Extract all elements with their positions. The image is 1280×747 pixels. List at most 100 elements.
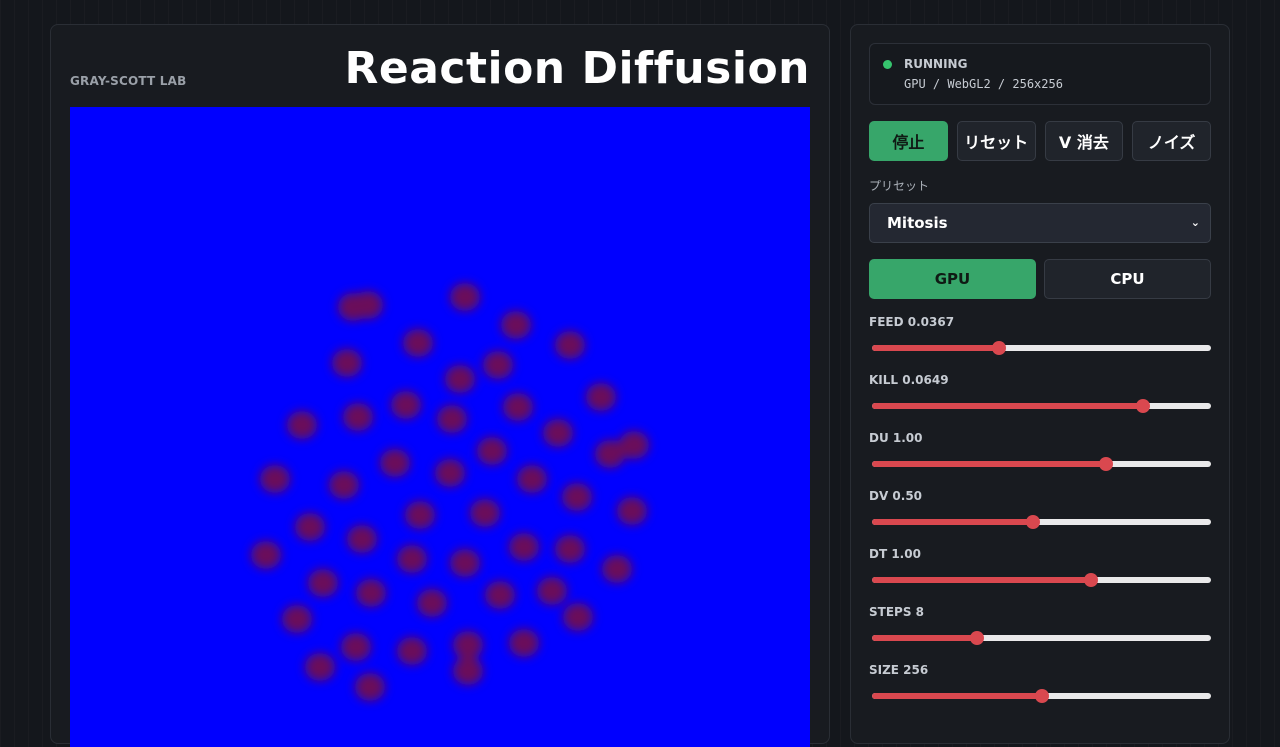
slider-track[interactable] [872,457,1211,471]
pattern-spot [282,605,312,633]
control-panel: RUNNING GPU / WebGL2 / 256x256 停止 リセット V… [850,24,1230,744]
pattern-spot [260,465,290,493]
slider-track[interactable] [872,399,1211,413]
slider-thumb[interactable] [1034,689,1049,703]
control-button-row: 停止 リセット V 消去 ノイズ [869,121,1211,161]
pattern-spot [602,555,632,583]
pattern-spot [305,653,335,681]
reset-button[interactable]: リセット [956,121,1036,161]
pattern-spot [332,349,362,377]
pattern-spot [251,541,281,569]
pattern-spot [555,535,585,563]
slider-thumb[interactable] [992,341,1007,355]
pattern-spot [329,471,359,499]
slider-label: DU 1.00 [869,431,923,445]
simulation-canvas[interactable] [70,107,810,747]
pattern-spot [355,673,385,701]
slider-thumb[interactable] [1136,399,1151,413]
pattern-spot [437,405,467,433]
stop-button[interactable]: 停止 [869,121,948,161]
pattern-spot [338,293,368,321]
pattern-spot [445,365,475,393]
slider-dt[interactable]: DT 1.00 [869,547,1211,597]
pattern-spot [287,411,317,439]
gpu-mode-button[interactable]: GPU [869,259,1036,299]
slider-label: DT 1.00 [869,547,921,561]
page-title: Reaction Diffusion [344,43,810,94]
pattern-spot [453,631,483,659]
status-box: RUNNING GPU / WebGL2 / 256x256 [869,43,1211,105]
slider-thumb[interactable] [1098,457,1113,471]
slider-dv[interactable]: DV 0.50 [869,489,1211,539]
mode-toggle: GPU CPU [869,259,1211,299]
slider-thumb[interactable] [1083,573,1098,587]
preset-selected-value: Mitosis [887,214,948,232]
slider-fill [872,635,978,641]
status-text: RUNNING [904,57,968,71]
pattern-spot [562,483,592,511]
pattern-spot [391,391,421,419]
pattern-spot [595,440,625,468]
slider-fill [872,577,1091,583]
pattern-spot [543,419,573,447]
pattern-spot [403,329,433,357]
slider-fill [872,519,1034,525]
slider-kill[interactable]: KILL 0.0649 [869,373,1211,423]
slider-feed[interactable]: FEED 0.0367 [869,315,1211,365]
slider-fill [872,345,1000,351]
pattern-spot [470,499,500,527]
pattern-spot [509,629,539,657]
pattern-spot [347,525,377,553]
pattern-spot [356,579,386,607]
pattern-spot [397,637,427,665]
pattern-spot [405,501,435,529]
pattern-spot [450,549,480,577]
slider-fill [872,461,1106,467]
slider-track[interactable] [872,573,1211,587]
pattern-spot [380,449,410,477]
slider-du[interactable]: DU 1.00 [869,431,1211,481]
pattern-spot [503,393,533,421]
pattern-spot [485,581,515,609]
slider-label: FEED 0.0367 [869,315,955,329]
pattern-spot [477,437,507,465]
slider-track[interactable] [872,341,1211,355]
slider-track[interactable] [872,631,1211,645]
preset-select[interactable]: Mitosis ⌄ [869,203,1211,243]
noise-button[interactable]: ノイズ [1132,121,1211,161]
clear-v-button[interactable]: V 消去 [1044,121,1124,161]
pattern-spot [435,459,465,487]
cpu-mode-button[interactable]: CPU [1044,259,1211,299]
slider-label: DV 0.50 [869,489,923,503]
pattern-spot [450,283,480,311]
pattern-spot [537,577,567,605]
pattern-spot [563,603,593,631]
pattern-spot [501,311,531,339]
slider-track[interactable] [872,689,1211,703]
pattern-spot [586,383,616,411]
status-indicator-dot [883,60,892,69]
pattern-spot [483,351,513,379]
slider-label: SIZE 256 [869,663,929,677]
pattern-spot [308,569,338,597]
slider-label: STEPS 8 [869,605,924,619]
chevron-down-icon: ⌄ [1190,216,1200,229]
pattern-spot [417,589,447,617]
slider-label: KILL 0.0649 [869,373,949,387]
pattern-spot [343,403,373,431]
simulation-render [70,107,810,747]
preset-label: プリセット [869,179,930,193]
slider-thumb[interactable] [970,631,985,645]
pattern-spot [453,657,483,685]
pattern-spot [617,497,647,525]
status-detail: GPU / WebGL2 / 256x256 [904,77,1063,91]
pattern-spot [509,533,539,561]
slider-size[interactable]: SIZE 256 [869,663,1211,713]
pattern-spot [619,431,649,459]
slider-track[interactable] [872,515,1211,529]
slider-thumb[interactable] [1026,515,1041,529]
slider-steps[interactable]: STEPS 8 [869,605,1211,655]
slider-fill [872,403,1144,409]
pattern-spot [341,633,371,661]
pattern-spot [295,513,325,541]
